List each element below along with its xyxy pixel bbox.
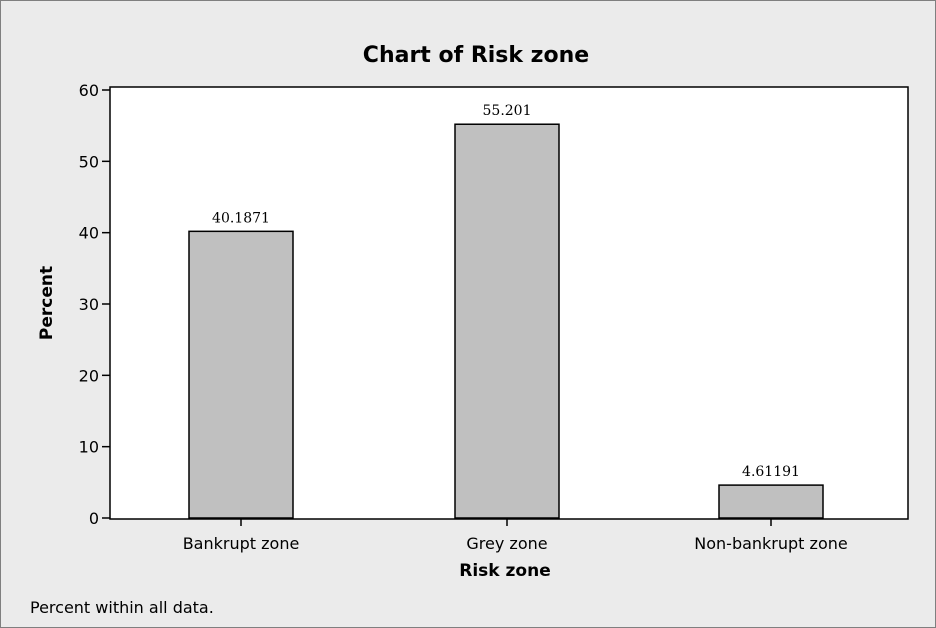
footnote: Percent within all data. [30,598,214,617]
bars [188,123,824,519]
x-category-label: Bankrupt zone [183,534,300,553]
y-axis-ticks: 0 10 20 30 40 50 60 [79,81,110,528]
y-tick-label: 60 [79,81,99,100]
bar-value-label: 4.61191 [742,464,800,480]
bar-value-label: 40.1871 [212,210,270,226]
y-tick-label: 10 [79,438,99,457]
chart-title: Chart of Risk zone [363,43,589,68]
bar-value-labels: 40.1871 55.201 4.61191 [212,103,800,480]
bar [188,230,294,519]
bar-value-label: 55.201 [483,103,532,119]
category-labels: Bankrupt zone Grey zone Non-bankrupt zone [183,519,848,553]
x-category-label: Grey zone [466,534,547,553]
x-axis-label: Risk zone [459,561,550,581]
y-axis-label: Percent [37,266,57,340]
y-tick-label: 0 [89,509,99,528]
y-tick-label: 50 [79,152,99,171]
bar [454,123,560,519]
bar [718,484,824,519]
y-tick-label: 40 [79,224,99,243]
y-tick-label: 20 [79,366,99,385]
x-category-label: Non-bankrupt zone [694,534,847,553]
y-tick-label: 30 [79,295,99,314]
